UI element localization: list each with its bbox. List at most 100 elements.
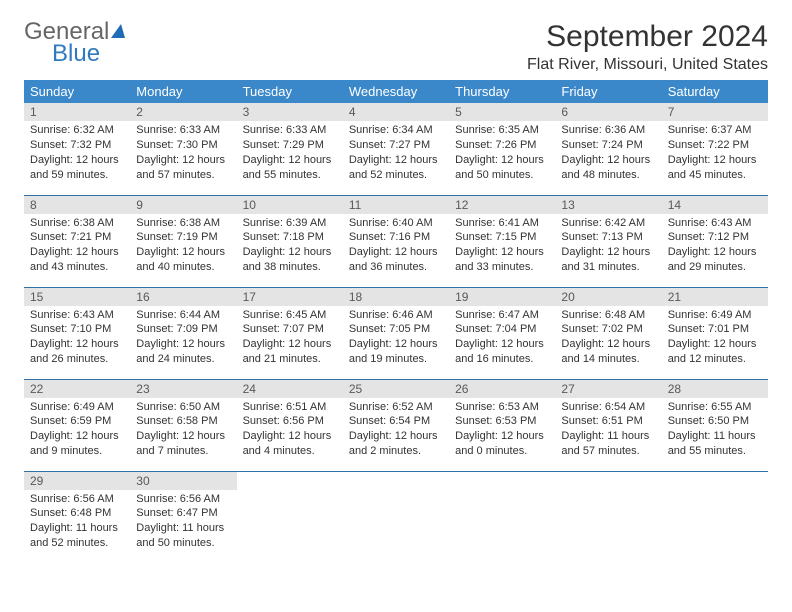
- day-number: 20: [555, 288, 661, 306]
- day-body: Sunrise: 6:43 AMSunset: 7:10 PMDaylight:…: [24, 306, 130, 371]
- day-body: Sunrise: 6:34 AMSunset: 7:27 PMDaylight:…: [343, 121, 449, 186]
- day-body: Sunrise: 6:55 AMSunset: 6:50 PMDaylight:…: [662, 398, 768, 463]
- logo-blue: Blue: [52, 42, 125, 66]
- day-body: Sunrise: 6:39 AMSunset: 7:18 PMDaylight:…: [237, 214, 343, 279]
- day-number: 1: [24, 103, 130, 121]
- day-body: Sunrise: 6:47 AMSunset: 7:04 PMDaylight:…: [449, 306, 555, 371]
- weekday-header-row: SundayMondayTuesdayWednesdayThursdayFrid…: [24, 80, 768, 103]
- calendar-cell: 12Sunrise: 6:41 AMSunset: 7:15 PMDayligh…: [449, 195, 555, 287]
- day-number: 11: [343, 196, 449, 214]
- calendar-row: 8Sunrise: 6:38 AMSunset: 7:21 PMDaylight…: [24, 195, 768, 287]
- weekday-header: Saturday: [662, 80, 768, 103]
- weekday-header: Monday: [130, 80, 236, 103]
- day-body: Sunrise: 6:52 AMSunset: 6:54 PMDaylight:…: [343, 398, 449, 463]
- day-number: 29: [24, 472, 130, 490]
- day-body: Sunrise: 6:49 AMSunset: 6:59 PMDaylight:…: [24, 398, 130, 463]
- day-body: Sunrise: 6:41 AMSunset: 7:15 PMDaylight:…: [449, 214, 555, 279]
- title-block: September 2024 Flat River, Missouri, Uni…: [527, 20, 768, 74]
- day-body: Sunrise: 6:35 AMSunset: 7:26 PMDaylight:…: [449, 121, 555, 186]
- calendar-cell: 18Sunrise: 6:46 AMSunset: 7:05 PMDayligh…: [343, 287, 449, 379]
- day-number: 27: [555, 380, 661, 398]
- day-body: Sunrise: 6:50 AMSunset: 6:58 PMDaylight:…: [130, 398, 236, 463]
- calendar-cell: 4Sunrise: 6:34 AMSunset: 7:27 PMDaylight…: [343, 103, 449, 195]
- day-number: 21: [662, 288, 768, 306]
- logo-sail-icon: [111, 24, 125, 38]
- calendar-cell: 2Sunrise: 6:33 AMSunset: 7:30 PMDaylight…: [130, 103, 236, 195]
- day-number: 30: [130, 472, 236, 490]
- calendar-cell: 13Sunrise: 6:42 AMSunset: 7:13 PMDayligh…: [555, 195, 661, 287]
- day-body: Sunrise: 6:51 AMSunset: 6:56 PMDaylight:…: [237, 398, 343, 463]
- day-number: 6: [555, 103, 661, 121]
- calendar-cell: 28Sunrise: 6:55 AMSunset: 6:50 PMDayligh…: [662, 379, 768, 471]
- calendar-cell: 26Sunrise: 6:53 AMSunset: 6:53 PMDayligh…: [449, 379, 555, 471]
- calendar-cell: 8Sunrise: 6:38 AMSunset: 7:21 PMDaylight…: [24, 195, 130, 287]
- day-number: 28: [662, 380, 768, 398]
- calendar-cell: [662, 471, 768, 563]
- calendar-cell: 16Sunrise: 6:44 AMSunset: 7:09 PMDayligh…: [130, 287, 236, 379]
- calendar-cell: 19Sunrise: 6:47 AMSunset: 7:04 PMDayligh…: [449, 287, 555, 379]
- calendar-cell: 21Sunrise: 6:49 AMSunset: 7:01 PMDayligh…: [662, 287, 768, 379]
- day-number: 8: [24, 196, 130, 214]
- calendar-cell: [343, 471, 449, 563]
- day-number: 9: [130, 196, 236, 214]
- day-number: 18: [343, 288, 449, 306]
- calendar-cell: 6Sunrise: 6:36 AMSunset: 7:24 PMDaylight…: [555, 103, 661, 195]
- calendar-cell: [237, 471, 343, 563]
- weekday-header: Wednesday: [343, 80, 449, 103]
- calendar-cell: [449, 471, 555, 563]
- calendar-cell: 1Sunrise: 6:32 AMSunset: 7:32 PMDaylight…: [24, 103, 130, 195]
- day-body: Sunrise: 6:42 AMSunset: 7:13 PMDaylight:…: [555, 214, 661, 279]
- calendar-cell: 9Sunrise: 6:38 AMSunset: 7:19 PMDaylight…: [130, 195, 236, 287]
- day-number: 14: [662, 196, 768, 214]
- day-body: Sunrise: 6:40 AMSunset: 7:16 PMDaylight:…: [343, 214, 449, 279]
- day-body: Sunrise: 6:44 AMSunset: 7:09 PMDaylight:…: [130, 306, 236, 371]
- day-number: 15: [24, 288, 130, 306]
- day-body: Sunrise: 6:43 AMSunset: 7:12 PMDaylight:…: [662, 214, 768, 279]
- weekday-header: Tuesday: [237, 80, 343, 103]
- day-body: Sunrise: 6:45 AMSunset: 7:07 PMDaylight:…: [237, 306, 343, 371]
- calendar-cell: 25Sunrise: 6:52 AMSunset: 6:54 PMDayligh…: [343, 379, 449, 471]
- location-subtitle: Flat River, Missouri, United States: [527, 56, 768, 74]
- calendar-cell: 10Sunrise: 6:39 AMSunset: 7:18 PMDayligh…: [237, 195, 343, 287]
- header: General Blue September 2024 Flat River, …: [24, 20, 768, 74]
- calendar-row: 22Sunrise: 6:49 AMSunset: 6:59 PMDayligh…: [24, 379, 768, 471]
- day-number: 5: [449, 103, 555, 121]
- calendar-cell: 29Sunrise: 6:56 AMSunset: 6:48 PMDayligh…: [24, 471, 130, 563]
- day-number: 19: [449, 288, 555, 306]
- day-number: 23: [130, 380, 236, 398]
- calendar-cell: 15Sunrise: 6:43 AMSunset: 7:10 PMDayligh…: [24, 287, 130, 379]
- weekday-header: Friday: [555, 80, 661, 103]
- calendar-cell: 27Sunrise: 6:54 AMSunset: 6:51 PMDayligh…: [555, 379, 661, 471]
- calendar-cell: 30Sunrise: 6:56 AMSunset: 6:47 PMDayligh…: [130, 471, 236, 563]
- day-body: Sunrise: 6:46 AMSunset: 7:05 PMDaylight:…: [343, 306, 449, 371]
- calendar-cell: 17Sunrise: 6:45 AMSunset: 7:07 PMDayligh…: [237, 287, 343, 379]
- day-body: Sunrise: 6:33 AMSunset: 7:30 PMDaylight:…: [130, 121, 236, 186]
- calendar-table: SundayMondayTuesdayWednesdayThursdayFrid…: [24, 80, 768, 563]
- weekday-header: Thursday: [449, 80, 555, 103]
- day-number: 17: [237, 288, 343, 306]
- day-body: Sunrise: 6:56 AMSunset: 6:48 PMDaylight:…: [24, 490, 130, 555]
- day-number: 24: [237, 380, 343, 398]
- calendar-row: 1Sunrise: 6:32 AMSunset: 7:32 PMDaylight…: [24, 103, 768, 195]
- logo: General Blue: [24, 20, 125, 66]
- page-title: September 2024: [527, 20, 768, 54]
- day-number: 13: [555, 196, 661, 214]
- calendar-cell: 7Sunrise: 6:37 AMSunset: 7:22 PMDaylight…: [662, 103, 768, 195]
- day-number: 12: [449, 196, 555, 214]
- day-number: 3: [237, 103, 343, 121]
- day-body: Sunrise: 6:56 AMSunset: 6:47 PMDaylight:…: [130, 490, 236, 555]
- calendar-cell: [555, 471, 661, 563]
- calendar-cell: 14Sunrise: 6:43 AMSunset: 7:12 PMDayligh…: [662, 195, 768, 287]
- day-body: Sunrise: 6:32 AMSunset: 7:32 PMDaylight:…: [24, 121, 130, 186]
- calendar-cell: 23Sunrise: 6:50 AMSunset: 6:58 PMDayligh…: [130, 379, 236, 471]
- day-number: 26: [449, 380, 555, 398]
- day-body: Sunrise: 6:53 AMSunset: 6:53 PMDaylight:…: [449, 398, 555, 463]
- calendar-cell: 20Sunrise: 6:48 AMSunset: 7:02 PMDayligh…: [555, 287, 661, 379]
- day-number: 25: [343, 380, 449, 398]
- calendar-cell: 24Sunrise: 6:51 AMSunset: 6:56 PMDayligh…: [237, 379, 343, 471]
- calendar-cell: 3Sunrise: 6:33 AMSunset: 7:29 PMDaylight…: [237, 103, 343, 195]
- weekday-header: Sunday: [24, 80, 130, 103]
- day-body: Sunrise: 6:36 AMSunset: 7:24 PMDaylight:…: [555, 121, 661, 186]
- day-body: Sunrise: 6:38 AMSunset: 7:21 PMDaylight:…: [24, 214, 130, 279]
- calendar-cell: 22Sunrise: 6:49 AMSunset: 6:59 PMDayligh…: [24, 379, 130, 471]
